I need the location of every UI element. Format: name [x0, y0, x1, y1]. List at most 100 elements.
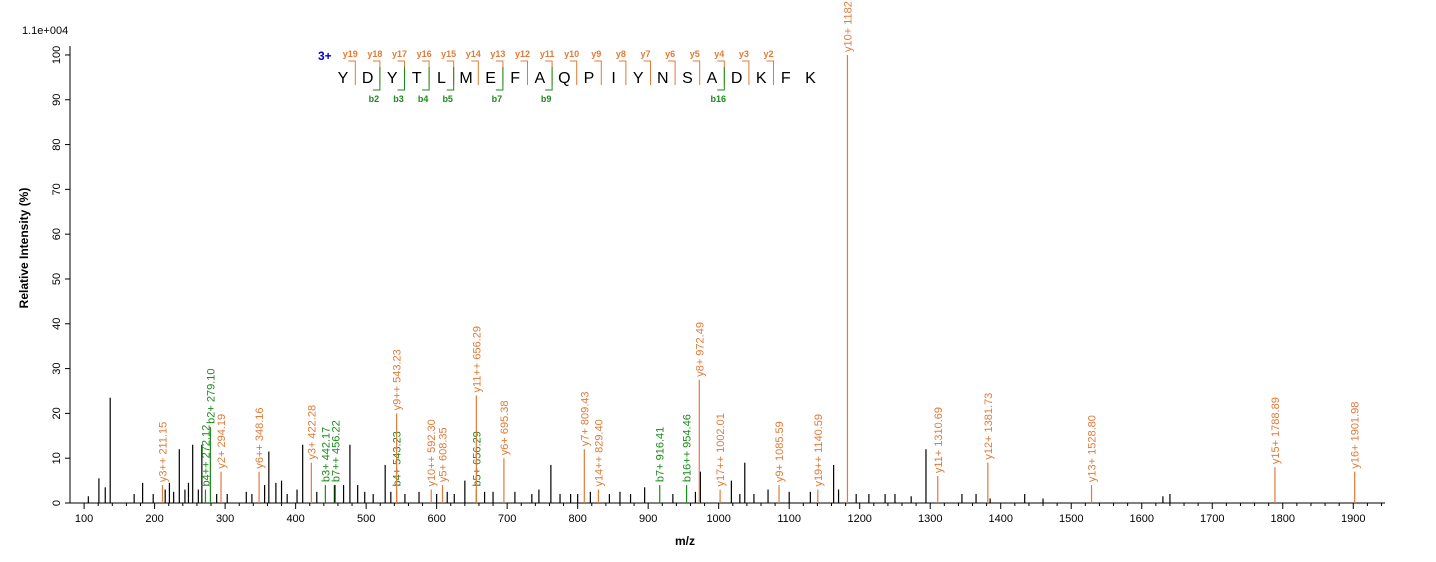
y-tick-label: 100	[51, 46, 63, 64]
x-tick-label: 1200	[847, 513, 871, 525]
y-fragment-label: y9	[591, 49, 601, 59]
y-fragment-marker	[766, 60, 774, 85]
x-tick-label: 200	[145, 513, 163, 525]
y-fragment-marker	[348, 60, 356, 85]
peak-label: y17++ 1002.01	[715, 413, 727, 486]
peak-label: b16++ 954.46	[682, 414, 694, 482]
sequence-residue: I	[611, 70, 615, 87]
x-tick-label: 100	[75, 513, 93, 525]
sequence-residue: M	[459, 70, 472, 87]
x-tick-label: 1700	[1200, 513, 1224, 525]
y-fragment-label: y10	[564, 49, 579, 59]
y-fragment-label: y8	[616, 49, 626, 59]
y-fragment-label: y18	[367, 49, 382, 59]
x-tick-label: 1000	[706, 513, 730, 525]
peak-label: y15+ 1788.89	[1270, 397, 1282, 464]
y-fragment-marker	[618, 60, 627, 85]
sequence-residue: T	[412, 70, 422, 87]
peak-label: y6++ 348.16	[254, 407, 266, 468]
b-fragment-label: b9	[541, 94, 552, 104]
peak-label: y11+ 1310.69	[933, 407, 945, 473]
x-tick-label: 300	[216, 513, 234, 525]
b-fragment-marker	[495, 67, 504, 91]
x-axis-title: m/z	[675, 534, 695, 548]
y-fragment-label: y4	[714, 49, 724, 59]
y-fragment-label: y19	[343, 49, 358, 59]
x-tick-label: 900	[639, 513, 657, 525]
peak-label: y10++ 592.30	[426, 419, 438, 486]
y-tick-label: 30	[51, 362, 63, 374]
y-tick-label: 20	[51, 407, 63, 419]
b-fragment-marker	[717, 67, 725, 91]
peak-label: b4+ 543.23	[392, 431, 404, 486]
peak-label: y9+ 1085.59	[774, 421, 786, 482]
sequence-residue: K	[756, 70, 767, 87]
y-fragment-label: y12	[515, 49, 530, 59]
y-fragment-label: y13	[490, 49, 505, 59]
sequence-residue: K	[805, 70, 816, 87]
peak-label: y16+ 1901.98	[1350, 402, 1362, 469]
y-tick-label: 10	[51, 452, 63, 464]
b-fragment-label: b2	[369, 94, 380, 104]
y-fragment-marker	[495, 60, 504, 85]
b-fragment-label: b5	[442, 94, 453, 104]
peak-label: y9++ 543.23	[392, 349, 404, 410]
y-fragment-label: y11	[540, 49, 555, 59]
sequence-residue: P	[584, 70, 595, 87]
sequence-residue: Y	[338, 70, 349, 87]
peak-label: y8+ 972.49	[694, 322, 706, 377]
peak-label: y5+ 608.35	[438, 427, 450, 482]
peak-label: b2+ 279.10	[205, 368, 217, 423]
y-fragment-label: y2	[763, 49, 773, 59]
sequence-residue: A	[707, 70, 718, 87]
b-fragment-marker	[446, 67, 455, 91]
x-tick-label: 600	[427, 513, 445, 525]
sequence-residue: D	[362, 70, 374, 87]
y-fragment-marker	[471, 60, 479, 85]
sequence-residue: L	[437, 70, 446, 87]
x-tick-label: 400	[286, 513, 304, 525]
y-tick-label: 0	[51, 500, 63, 506]
peak-label: y14++ 829.40	[593, 419, 605, 486]
b-fragment-label: b16	[711, 94, 727, 104]
y-tick-label: 80	[51, 138, 63, 150]
peak-label: y3+ 422.28	[306, 405, 318, 460]
peak-label: b5+ 656.29	[471, 431, 483, 486]
sequence-residue: S	[682, 70, 693, 87]
b-fragment-label: b4	[418, 94, 429, 104]
y-tick-label: 60	[51, 228, 63, 240]
x-tick-label: 1400	[988, 513, 1012, 525]
x-tick-label: 1500	[1059, 513, 1083, 525]
sequence-residue: D	[731, 70, 743, 87]
y-fragment-marker	[520, 60, 528, 85]
peak-label: y3++ 211.15	[157, 422, 169, 482]
y-fragment-marker	[545, 60, 553, 85]
y-fragment-marker	[569, 60, 578, 85]
y-fragment-marker	[422, 60, 430, 85]
x-tick-label: 1600	[1130, 513, 1154, 525]
axes: 0 10 20 30 40 50 60 70 80 90 100 100 200 300 400 500 600…	[51, 46, 1385, 525]
charge-state-label: 3+	[318, 49, 332, 63]
y-fragment-marker	[372, 60, 381, 85]
peak-label: b3+ 442.17	[320, 427, 332, 482]
y-fragment-marker	[643, 60, 651, 85]
y-fragment-label: y6	[665, 49, 675, 59]
y-tick-label: 40	[51, 318, 63, 330]
y-tick-label: 70	[51, 183, 63, 195]
x-tick-label: 1900	[1341, 513, 1365, 525]
x-tick-label: 1100	[777, 513, 801, 525]
y-fragment-marker	[717, 60, 725, 85]
sequence-residue: F	[781, 70, 791, 87]
y-fragment-marker	[692, 60, 701, 85]
b-fragment-marker	[397, 67, 405, 91]
x-tick-label: 1800	[1271, 513, 1295, 525]
x-tick-label: 700	[498, 513, 516, 525]
y-fragment-marker	[397, 60, 405, 85]
peak-label: y12+ 1381.73	[983, 393, 995, 460]
peak-label: y2+ 294.19	[216, 414, 228, 469]
x-tick-label: 800	[568, 513, 586, 525]
y-fragment-marker	[446, 60, 455, 85]
sequence-residue: A	[534, 70, 545, 87]
